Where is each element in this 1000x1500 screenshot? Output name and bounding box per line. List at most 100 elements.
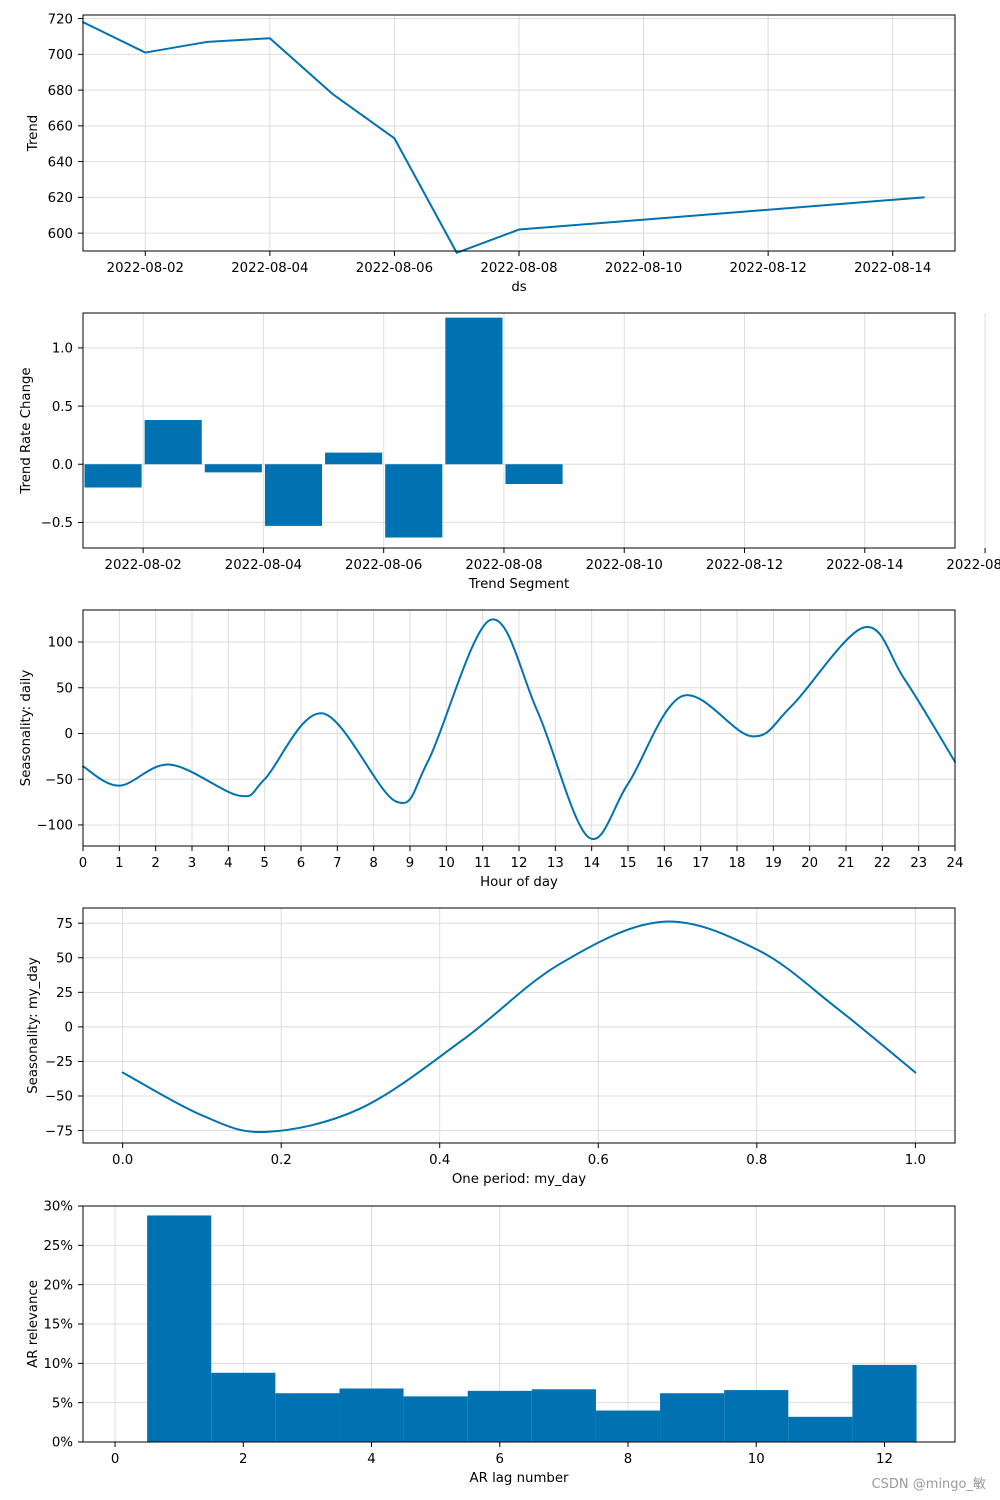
- y-tick-label: 5%: [52, 1396, 73, 1411]
- x-tick-label: 2022-08-08: [480, 261, 557, 276]
- x-tick-label: 7: [333, 856, 341, 871]
- x-tick-label: 10: [748, 1452, 765, 1467]
- line-seasonality-daily: [82, 618, 956, 840]
- x-axis-label-trend: ds: [511, 280, 526, 295]
- x-tick-label: 3: [188, 856, 196, 871]
- x-axis-label-seasonality-daily: Hour of day: [480, 875, 558, 890]
- x-tick-label: 2022-08-14: [854, 261, 931, 276]
- x-tick-label: 2022-08-12: [730, 261, 807, 276]
- x-tick-label: 2022-08-14: [826, 558, 903, 573]
- bar-ar-relevance-7: [595, 1410, 661, 1442]
- x-tick-label: 2: [239, 1452, 247, 1467]
- x-tick-label: 2022-08-12: [706, 558, 783, 573]
- x-axis-label-seasonality-my-day: One period: my_day: [452, 1172, 586, 1187]
- bar-ar-relevance-10: [788, 1416, 853, 1442]
- x-tick-label: 6: [297, 856, 305, 871]
- bar-trend-rate-change-1: [144, 420, 202, 465]
- x-axis-label-trend-rate-change: Trend Segment: [468, 577, 569, 592]
- x-tick-label: 11: [474, 856, 491, 871]
- y-tick-label: 20%: [43, 1278, 73, 1293]
- panel-seasonality-my-day: 0.0 0.2 0.4 0.6 0.8 1.0 −75 −50 −25 0 25 50 75 One pe…: [26, 907, 956, 1187]
- watermark: CSDN @mingo_敏: [871, 1477, 986, 1492]
- y-tick-label: 0.0: [52, 458, 73, 473]
- y-tick-label: 660: [48, 120, 73, 135]
- y-tick-label: 25: [56, 986, 73, 1001]
- x-tick-label: 24: [947, 856, 964, 871]
- y-ticks-seasonality-my-day: −75 −50 −25 0 25 50 75: [45, 917, 83, 1139]
- x-tick-label: 4: [367, 1452, 375, 1467]
- x-tick-label: 2022-08-06: [345, 558, 422, 573]
- x-tick-label: 0: [111, 1452, 119, 1467]
- grid-trend-rate-change: [83, 313, 986, 548]
- grid-seasonality-daily: [82, 610, 956, 846]
- y-ticks-trend-rate-change: −0.5 0.0 0.5 1.0: [41, 342, 83, 531]
- x-tick-label: 2022-08-06: [356, 261, 433, 276]
- x-tick-label: 16: [656, 856, 673, 871]
- y-tick-label: 0.5: [52, 400, 73, 415]
- x-tick-label: 23: [910, 856, 927, 871]
- line-seasonality-my-day: [121, 920, 917, 1134]
- y-axis-label-trend: Trend: [26, 115, 41, 152]
- x-tick-label: 2022-08-10: [586, 558, 663, 573]
- y-tick-label: 75: [56, 917, 73, 932]
- x-tick-label: 14: [583, 856, 600, 871]
- x-tick-label: 9: [406, 856, 414, 871]
- x-tick-label: 0.2: [271, 1153, 292, 1168]
- y-tick-label: 10%: [43, 1357, 73, 1372]
- y-ticks-trend: 600 620 640 660 680 700 720: [48, 12, 83, 242]
- y-tick-label: 0: [65, 727, 73, 742]
- series-seasonality-daily: [82, 618, 956, 840]
- x-tick-label: 2022-08-08: [465, 558, 542, 573]
- y-tick-label: 640: [48, 155, 73, 170]
- y-tick-label: 0: [65, 1021, 73, 1036]
- grid-seasonality-my-day: [83, 908, 955, 1143]
- x-tick-label: 22: [874, 856, 891, 871]
- x-tick-label: 0.8: [746, 1153, 767, 1168]
- x-tick-label: 2022-08-04: [225, 558, 302, 573]
- series-trend-rate-change: [84, 317, 563, 538]
- x-tick-label: 6: [496, 1452, 504, 1467]
- x-tick-label: 5: [260, 856, 268, 871]
- panel-trend-rate-change: 2022-08-02 2022-08-04 2022-08-06 2022-08-08…: [19, 312, 1000, 592]
- panel-trend: 2022-08-02 2022-08-04 2022-08-06 2022-08-08…: [26, 12, 956, 295]
- bar-ar-relevance-3: [339, 1388, 404, 1442]
- x-tick-label: 2022-08-02: [104, 558, 181, 573]
- bar-trend-rate-change-6: [445, 317, 503, 465]
- y-axis-label-ar-relevance: AR relevance: [26, 1280, 41, 1368]
- x-tick-label: 8: [369, 856, 377, 871]
- bar-trend-rate-change-4: [325, 452, 383, 465]
- y-tick-label: 700: [48, 48, 73, 63]
- y-tick-label: 15%: [43, 1318, 73, 1333]
- y-tick-label: 0%: [52, 1436, 73, 1451]
- x-tick-label: 18: [729, 856, 746, 871]
- bar-trend-rate-change-2: [204, 464, 262, 473]
- x-tick-label: 2022-08-04: [231, 261, 308, 276]
- x-tick-label: 0.0: [112, 1153, 133, 1168]
- y-tick-label: 720: [48, 12, 73, 27]
- line-trend: [82, 21, 925, 254]
- panel-seasonality-daily: 0 1 2 3 4 5 6 7 8 9 10 11 12 13 14 15 16 17 18 19 20 21 22 23 24…: [19, 609, 964, 890]
- x-tick-label: 1: [115, 856, 123, 871]
- x-tick-label: 0.6: [588, 1153, 609, 1168]
- x-ticks-trend: 2022-08-02 2022-08-04 2022-08-06 2022-08-08…: [107, 251, 931, 276]
- x-tick-label: 21: [838, 856, 855, 871]
- x-tick-label: 2022-08-02: [107, 261, 184, 276]
- bar-ar-relevance-2: [275, 1393, 340, 1442]
- y-tick-label: 680: [48, 84, 73, 99]
- series-ar-relevance: [147, 1215, 917, 1442]
- axes-frame-trend-rate-change: [82, 312, 956, 549]
- bar-trend-rate-change-7: [505, 464, 563, 485]
- bar-trend-rate-change-0: [84, 464, 142, 488]
- x-tick-label: 2: [151, 856, 159, 871]
- y-axis-label-seasonality-my-day: Seasonality: my_day: [26, 957, 41, 1094]
- x-tick-label: 0.4: [429, 1153, 450, 1168]
- grid-trend: [83, 15, 955, 251]
- y-tick-label: 100: [48, 636, 73, 651]
- x-tick-label: 8: [624, 1452, 632, 1467]
- bar-ar-relevance-0: [147, 1215, 212, 1442]
- y-tick-label: −75: [45, 1124, 73, 1139]
- bar-ar-relevance-11: [852, 1364, 917, 1442]
- x-ticks-seasonality-my-day: 0.0 0.2 0.4 0.6 0.8 1.0: [112, 1143, 926, 1168]
- x-ticks-trend-rate-change: 2022-08-02 2022-08-04 2022-08-06 2022-08-08…: [104, 548, 1000, 573]
